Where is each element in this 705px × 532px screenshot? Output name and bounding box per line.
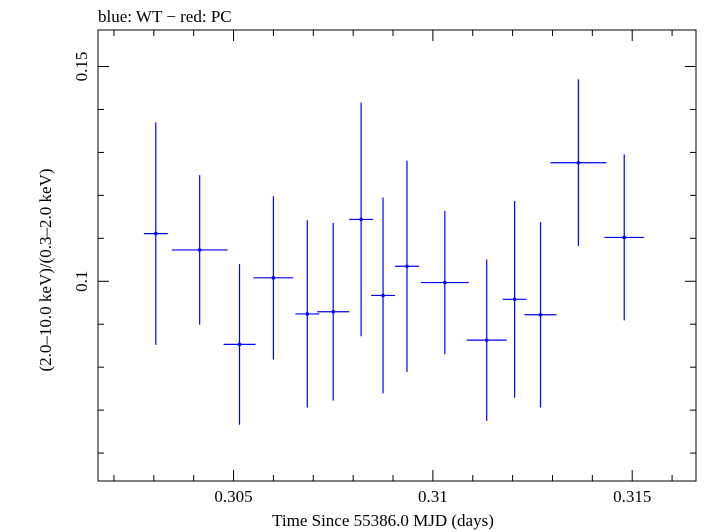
y-tick-label: 0.1 [72,271,91,292]
point-marker [512,297,517,302]
point-marker [359,217,363,222]
data-point [349,102,374,337]
data-point [295,220,320,408]
data-point [502,200,527,398]
plot-frame [97,29,697,482]
point-marker [443,280,447,285]
data-points [143,79,645,425]
data-point [171,175,228,325]
point-marker [271,276,276,280]
x-tick-label: 0.31 [418,487,448,506]
data-point [143,122,168,345]
data-point [223,264,256,425]
tick-marks [98,30,696,481]
data-point [317,222,350,401]
point-marker [154,231,158,236]
x-tick-label: 0.315 [613,487,651,506]
data-point [524,221,557,408]
point-marker [381,293,385,298]
point-marker [405,264,409,269]
point-marker [622,235,627,240]
point-marker [538,312,543,317]
y-tick-label: 0.15 [72,52,91,82]
data-point [604,154,645,321]
data-point [253,196,294,360]
data-point [371,197,396,394]
chart-title: blue: WT − red: PC [98,7,232,26]
data-point [420,210,469,355]
point-marker [197,248,202,252]
data-point [466,259,507,421]
point-marker [484,338,489,342]
tick-labels: 0.305 0.31 0.315 0.1 0.15 [72,52,651,506]
y-axis-label: (2.0–10.0 keV)/(0.3–2.0 keV) [36,168,55,371]
x-axis-label: Time Since 55386.0 MJD (days) [272,511,494,530]
x-tick-label: 0.305 [214,487,252,506]
point-marker [331,309,336,314]
data-point [395,160,419,372]
point-marker [237,342,242,347]
data-point [550,79,607,247]
point-marker [305,312,310,316]
point-marker [576,160,581,165]
